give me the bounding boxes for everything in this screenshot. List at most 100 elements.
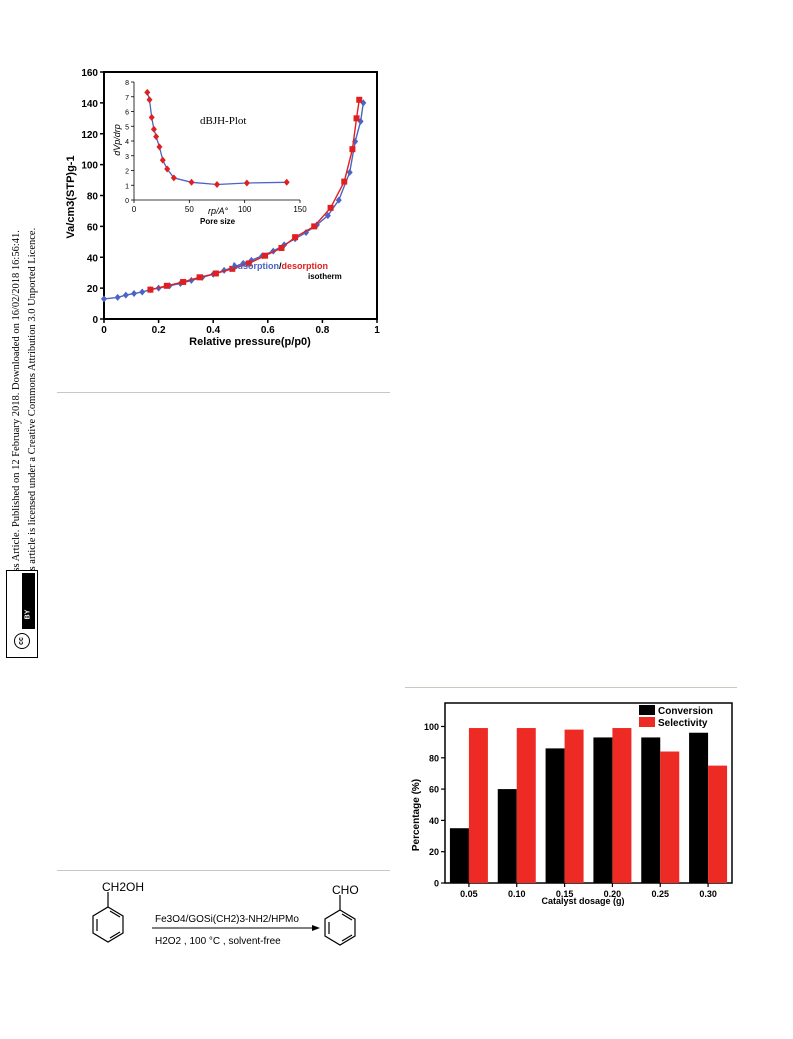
bar-y-tick-label: 40 [429,816,439,826]
inset-y-axis-label: dVp/drp [112,124,122,156]
adsorption-point [139,288,146,296]
cc-icon: cc [14,633,30,649]
conversion-bar [449,828,469,883]
arrow-head-icon [312,925,320,931]
legend-separator: / [279,261,282,271]
selectivity-bar [564,729,584,883]
bar-x-tick-label: 0.10 [508,889,526,899]
adsorption-point [101,295,107,303]
bar-x-tick-label: 0.25 [651,889,669,899]
license-sidebar: Open Access Article. Published on 12 Feb… [0,0,46,1039]
desorption-point [311,223,318,230]
license-notice[interactable]: This article is licensed under a Creativ… [27,227,38,585]
desorption-point [341,178,348,185]
bar-x-tick-label: 0.15 [556,889,574,899]
inset-x-tick-label: 150 [293,205,307,214]
cc-by-badge[interactable]: cc BY [6,570,38,658]
y-tick-label: 0 [92,315,98,326]
legend-isotherm: isotherm [308,272,342,281]
conversion-bar [545,748,565,883]
x-tick-label: 0.2 [152,325,166,336]
desorption-point [245,260,252,267]
desorption-point [327,204,334,211]
bar-y-tick-label: 100 [424,722,439,732]
desorption-point [262,252,269,259]
isotherm-y-axis-label: Va/cm3(STP)g-1 [65,155,77,238]
bar-plot-frame [444,702,733,884]
inset-y-tick-label: 4 [125,139,129,146]
legend-label: Selectivity [658,718,708,729]
adsorption-point [346,168,353,176]
section-divider [57,392,390,393]
desorption-point [229,265,236,272]
bar-x-tick-label: 0.20 [604,889,622,899]
inset-y-tick-label: 0 [125,198,129,205]
inset-y-tick-label: 6 [125,110,129,117]
inset-point [214,181,220,189]
conversion-bar [641,737,661,883]
inset-point [153,133,160,141]
series-line-desorption [150,99,360,291]
x-tick-label: 0.8 [315,325,329,336]
desorption-point [180,278,187,285]
inset-point [243,179,250,187]
selectivity-bar [468,728,488,883]
conversion-bar [689,732,709,883]
desorption-point [356,96,363,103]
desorption-point [353,115,360,122]
legend-desorption: desorption [282,261,329,271]
inset-point [164,165,171,173]
bar-x-tick-label: 0.30 [699,889,717,899]
y-tick-label: 100 [81,161,98,172]
reaction-scheme: CH2OH Fe3O4/GOSi(CH2)3-NH2/HPMo H2O2 , 1… [92,880,359,947]
bjh-inset: 0 1 2 3 4 5 6 7 8 0 50 100 150 dBJH-Plot dVp/drp rp… [112,76,307,226]
adsorption-point [221,266,228,274]
inset-y-tick-label: 1 [125,183,129,190]
adsorption-point [303,229,310,237]
inset-point [156,143,163,151]
inset-x-tick-label: 50 [185,205,194,214]
y-tick-label: 40 [87,253,99,264]
inset-y-tick-label: 8 [125,80,129,87]
benzaldehyde-structure [324,895,356,946]
bar-y-tick-label: 20 [429,847,439,857]
y-tick-label: 160 [81,68,98,79]
legend-label: Conversion [658,706,713,717]
inset-point [188,178,195,186]
open-access-notice: Open Access Article. Published on 12 Feb… [11,230,22,618]
desorption-point [349,146,356,153]
inset-y-tick-label: 3 [125,154,129,161]
inset-point [170,174,177,182]
inset-x-axis-label: rp/A° [208,206,229,216]
bar-y-tick-label: 60 [429,785,439,795]
selectivity-bar [660,751,680,883]
isotherm-legend: Adsorption/desorption [231,261,328,271]
bar-y-axis-label: Percentage (%) [411,779,422,851]
bar-y-tick-label: 0 [434,879,439,889]
desorption-point [163,282,170,289]
dosage-bar-chart: 0 20 40 60 80 100 0.05 0.10 0.15 0.20 0.25 0.30 Con… [411,702,733,906]
y-tick-label: 140 [81,99,98,110]
adsorption-point [335,196,342,204]
desorption-point [292,234,299,241]
conditions-label: H2O2 , 100 °C , solvent-free [155,936,281,947]
x-tick-label: 0 [101,325,107,336]
selectivity-bar [708,765,728,883]
bar-x-axis-label: Catalyst dosage (g) [541,896,624,906]
inset-x-tick-label: 100 [238,205,252,214]
conversion-bar [497,789,517,883]
section-divider [405,687,737,688]
y-tick-label: 60 [87,222,99,233]
conversion-bar [593,737,613,883]
bar-y-tick-label: 80 [429,753,439,763]
by-icon: BY [22,573,35,629]
inset-y-tick-label: 2 [125,169,129,176]
y-tick-label: 20 [87,284,99,295]
inset-x-tick-label: 0 [132,205,137,214]
selectivity-bar [612,728,632,883]
legend-adsorption: Adsorption [231,261,279,271]
desorption-point [212,270,219,277]
y-tick-label: 80 [87,192,99,203]
